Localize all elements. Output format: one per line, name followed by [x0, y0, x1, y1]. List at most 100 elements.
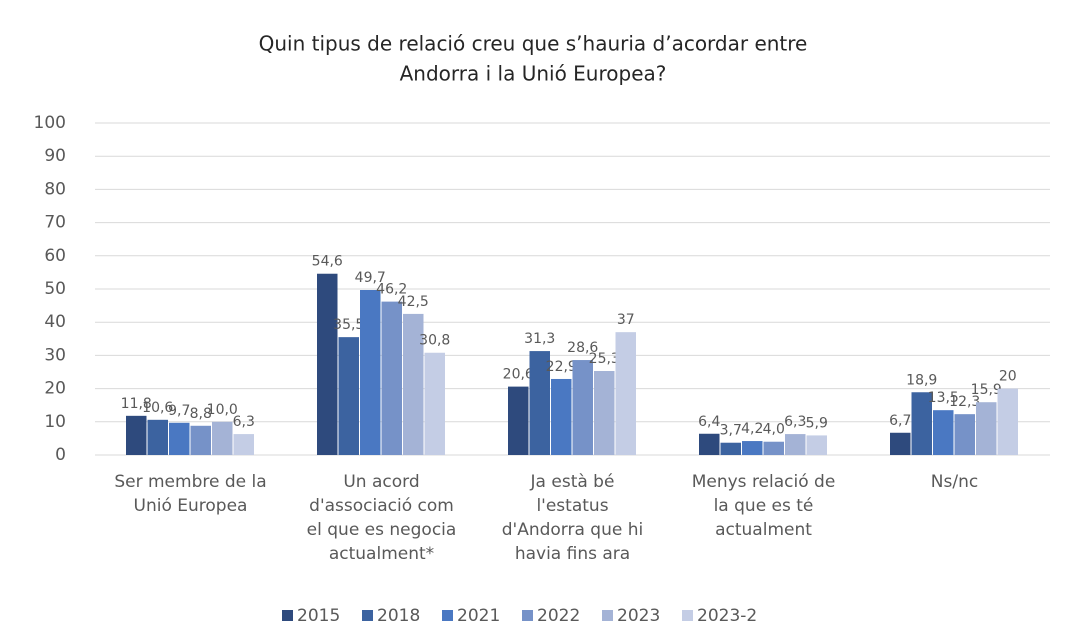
legend-label: 2023 — [617, 606, 660, 626]
x-tick-label: Ser membre de la — [114, 472, 266, 492]
data-label: 11,8 — [121, 396, 152, 412]
bar — [381, 301, 402, 455]
bar — [233, 434, 254, 455]
bar — [742, 441, 763, 455]
data-label: 18,9 — [906, 372, 937, 388]
legend-label: 2021 — [457, 606, 500, 626]
bar — [785, 434, 806, 455]
bar — [615, 332, 636, 455]
bar — [763, 441, 784, 455]
data-label: 6,4 — [698, 414, 720, 430]
data-label: 31,3 — [524, 331, 555, 347]
x-tick-label: havia fins ara — [515, 544, 630, 564]
bar — [572, 360, 593, 455]
bar — [403, 313, 424, 455]
bar — [424, 352, 445, 455]
data-label: 30,8 — [419, 333, 450, 349]
legend-swatch — [682, 610, 693, 621]
x-tick-label: la que es té — [714, 496, 814, 516]
data-label: 6,3 — [233, 414, 255, 430]
data-label: 28,6 — [567, 340, 598, 356]
bar — [190, 425, 211, 455]
data-label: 54,6 — [312, 254, 343, 270]
data-label: 46,2 — [376, 282, 407, 298]
bar — [997, 388, 1018, 455]
bar — [720, 442, 741, 455]
y-tick-label: 60 — [44, 246, 66, 266]
y-tick-label: 30 — [44, 345, 66, 365]
data-label: 10,0 — [207, 402, 238, 418]
bar — [508, 386, 529, 455]
bar — [954, 414, 975, 455]
x-tick-label: el que es negocia — [307, 520, 457, 540]
x-tick-label: Menys relació de — [692, 472, 836, 492]
data-label: 4,0 — [763, 422, 785, 438]
bar — [594, 371, 615, 455]
data-label: 20,6 — [503, 367, 534, 383]
data-label: 49,7 — [355, 270, 386, 286]
y-tick-label: 0 — [55, 445, 66, 465]
bar — [976, 402, 997, 455]
bar — [933, 410, 954, 455]
legend-swatch — [442, 610, 453, 621]
x-tick-label: Ns/nc — [931, 472, 978, 492]
legend-label: 2023-2 — [697, 606, 757, 626]
bar — [806, 435, 827, 455]
chart-title: Quin tipus de relació creu que s’hauria … — [259, 32, 808, 56]
bar — [699, 433, 720, 455]
data-label: 5,9 — [806, 415, 828, 431]
x-tick-label: d'Andorra que hi — [502, 520, 644, 540]
bar — [317, 273, 338, 455]
data-label: 9,7 — [168, 403, 190, 419]
data-label: 35,5 — [333, 317, 364, 333]
y-tick-label: 10 — [44, 412, 66, 432]
data-label: 22,9 — [546, 359, 577, 375]
y-tick-label: 50 — [44, 279, 66, 299]
legend-swatch — [362, 610, 373, 621]
y-tick-label: 90 — [44, 146, 66, 166]
bar — [911, 392, 932, 455]
y-tick-label: 100 — [34, 113, 66, 133]
y-tick-label: 20 — [44, 379, 66, 399]
legend-label: 2018 — [377, 606, 420, 626]
y-tick-label: 70 — [44, 213, 66, 233]
data-label: 8,8 — [190, 406, 212, 422]
data-label: 42,5 — [398, 294, 429, 310]
data-label: 3,7 — [720, 423, 742, 439]
data-label: 20 — [999, 369, 1017, 385]
x-tick-label: Unió Europea — [134, 496, 248, 516]
data-label: 12,3 — [949, 394, 980, 410]
data-label: 25,3 — [589, 351, 620, 367]
bar — [212, 421, 233, 455]
chart-title: Andorra i la Unió Europea? — [400, 62, 667, 86]
legend-swatch — [602, 610, 613, 621]
x-tick-label: Un acord — [343, 472, 419, 492]
bar — [169, 422, 190, 455]
legend-swatch — [522, 610, 533, 621]
x-tick-label: d'associació com — [309, 496, 454, 516]
data-label: 10,6 — [142, 400, 173, 416]
x-tick-label: actualment* — [329, 544, 434, 564]
x-tick-label: l'estatus — [536, 496, 608, 516]
x-tick-label: actualment — [715, 520, 812, 540]
data-label: 13,5 — [928, 390, 959, 406]
data-label: 4,2 — [741, 421, 763, 437]
data-label: 6,3 — [784, 414, 806, 430]
bar — [338, 337, 359, 455]
bar — [529, 351, 550, 455]
bar — [551, 378, 572, 455]
data-label: 37 — [617, 312, 635, 328]
bar — [360, 289, 381, 455]
legend-swatch — [282, 610, 293, 621]
bar — [890, 432, 911, 455]
y-tick-label: 40 — [44, 312, 66, 332]
data-label: 15,9 — [971, 382, 1002, 398]
legend-label: 2022 — [537, 606, 580, 626]
x-tick-label: Ja està bé — [530, 472, 615, 492]
bar — [126, 415, 147, 455]
y-tick-label: 80 — [44, 179, 66, 199]
legend-label: 2015 — [297, 606, 340, 626]
bar — [147, 419, 168, 455]
data-label: 6,7 — [889, 413, 911, 429]
